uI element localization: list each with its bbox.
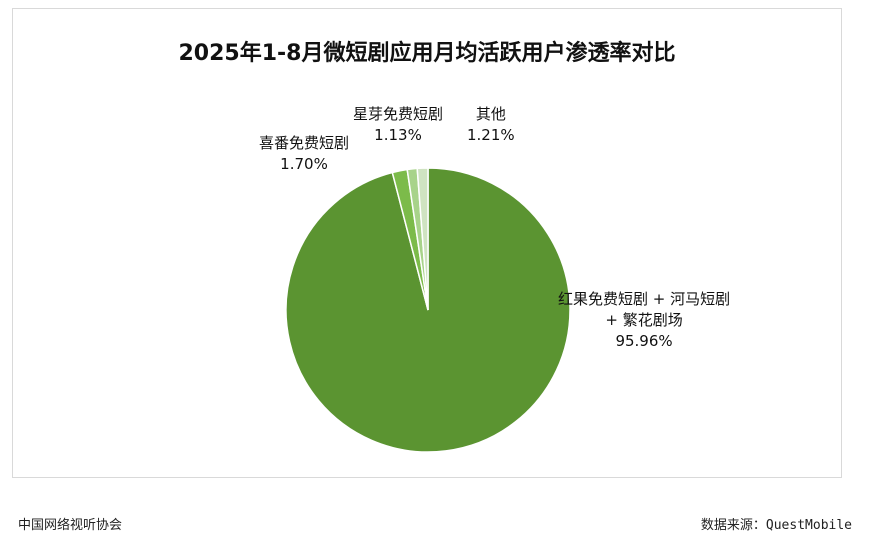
slice-label-hongguo: 红果免费短剧 + 河马短剧 + 繁花剧场 95.96%: [558, 289, 730, 352]
slice-label-other: 其他 1.21%: [467, 104, 515, 146]
slice-label-hongguo-name-2: + 繁花剧场: [605, 311, 683, 329]
slice-label-other-value: 1.21%: [467, 126, 515, 144]
slice-label-xifan-name: 喜番免费短剧: [259, 134, 350, 152]
chart-frame: 2025年1-8月微短剧应用月均活跃用户渗透率对比 红果免费短剧 + 河马短剧 …: [12, 8, 842, 478]
slice-label-hongguo-value: 95.96%: [615, 332, 673, 350]
footer-source-org: 中国网络视听协会: [18, 518, 123, 533]
slice-label-xifan-value: 1.70%: [280, 155, 328, 173]
slice-label-xifan: 喜番免费短剧 1.70%: [259, 133, 349, 175]
pie-slice-other: [416, 167, 429, 311]
chart-title: 2025年1-8月微短剧应用月均活跃用户渗透率对比: [178, 41, 676, 66]
slice-label-hongguo-name: 红果免费短剧 + 河马短剧: [558, 290, 731, 308]
slice-label-xingya: 星芽免费短剧 1.13%: [353, 104, 443, 146]
slice-label-xingya-value: 1.13%: [374, 126, 422, 144]
slice-label-xingya-name: 星芽免费短剧: [353, 105, 444, 123]
slice-label-other-name: 其他: [475, 105, 506, 123]
footer-data-source: 数据来源：QuestMobile: [700, 518, 852, 533]
pie-chart: [285, 167, 571, 453]
